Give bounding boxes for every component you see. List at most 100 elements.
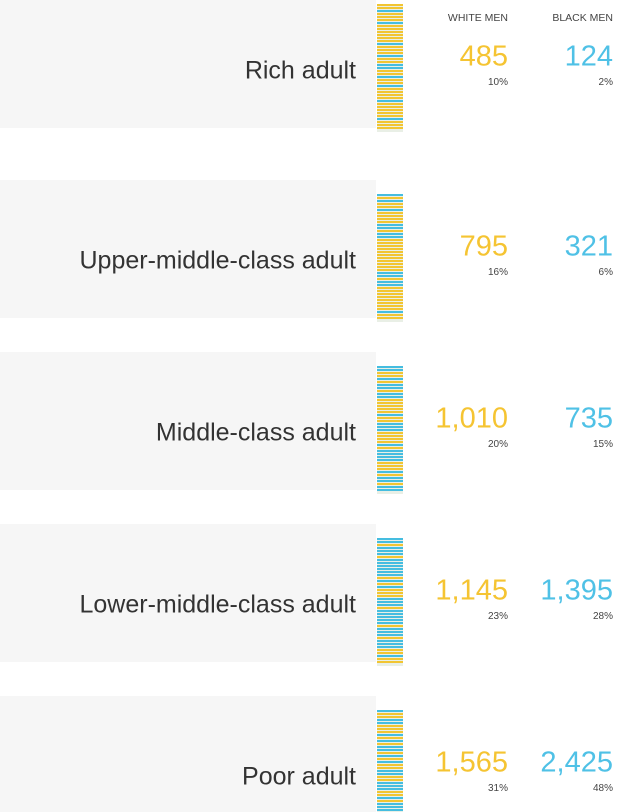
stripe <box>377 737 403 739</box>
stripe <box>377 4 403 6</box>
stripe <box>377 311 403 313</box>
stripe <box>377 710 403 712</box>
stripe <box>377 314 403 316</box>
stripe <box>377 592 403 594</box>
stripe <box>377 746 403 748</box>
stripe <box>377 474 403 476</box>
stripe <box>377 372 403 374</box>
stripe <box>377 308 403 310</box>
stripe <box>377 619 403 621</box>
stripe <box>377 722 403 724</box>
stripe <box>377 465 403 467</box>
stripe <box>377 34 403 36</box>
stripe <box>377 242 403 244</box>
stripe <box>377 46 403 48</box>
white-percent: 16% <box>487 267 508 278</box>
stripe <box>377 40 403 42</box>
stripe <box>377 317 403 319</box>
stripe <box>377 429 403 431</box>
stripe <box>377 221 403 223</box>
stripe <box>377 293 403 295</box>
stripe <box>377 97 403 99</box>
stripe <box>377 248 403 250</box>
stripe <box>377 64 403 66</box>
stripe <box>377 767 403 769</box>
stripe <box>377 227 403 229</box>
stripe <box>377 203 403 205</box>
stripe <box>377 480 403 482</box>
stripe <box>377 375 403 377</box>
stripe <box>377 538 403 540</box>
stripe <box>377 562 403 564</box>
row-panel <box>0 696 376 812</box>
stripe <box>377 200 403 202</box>
stripe <box>377 384 403 386</box>
stripe <box>377 257 403 259</box>
stripe <box>377 236 403 238</box>
stripe <box>377 272 403 274</box>
stripe <box>377 631 403 633</box>
stripe <box>377 299 403 301</box>
stripe <box>377 806 403 808</box>
stripe <box>377 447 403 449</box>
stripe <box>377 13 403 15</box>
stripe-column <box>377 366 403 494</box>
black-percent: 15% <box>592 439 613 450</box>
stripe <box>377 803 403 805</box>
stripe <box>377 489 403 491</box>
stripe <box>377 16 403 18</box>
stripe <box>377 302 403 304</box>
stripe <box>377 758 403 760</box>
stripe <box>377 764 403 766</box>
stripe <box>377 43 403 45</box>
stripe <box>377 577 403 579</box>
stripe <box>377 661 403 663</box>
stripe <box>377 10 403 12</box>
stripe <box>377 622 403 624</box>
stripe <box>377 278 403 280</box>
stripe <box>377 281 403 283</box>
stripe <box>377 797 403 799</box>
stripe <box>377 444 403 446</box>
stripe <box>377 127 403 129</box>
stripe <box>377 483 403 485</box>
stripe <box>377 19 403 21</box>
row-label: Middle-class adult <box>155 418 356 447</box>
stripe <box>377 402 403 404</box>
stripe <box>377 743 403 745</box>
black-percent: 6% <box>598 267 613 278</box>
stripe <box>377 719 403 721</box>
stripe-column <box>377 710 403 812</box>
stripe <box>377 788 403 790</box>
stripe-column <box>377 538 403 666</box>
stripe <box>377 197 403 199</box>
stripe <box>377 100 403 102</box>
stripe <box>377 598 403 600</box>
stripe <box>377 441 403 443</box>
white-percent: 23% <box>487 611 508 622</box>
stripe <box>377 79 403 81</box>
stripe <box>377 785 403 787</box>
stripe <box>377 245 403 247</box>
stripe <box>377 266 403 268</box>
stripe <box>377 408 403 410</box>
stripe <box>377 734 403 736</box>
stripe <box>377 296 403 298</box>
stripe <box>377 212 403 214</box>
stripe <box>377 399 403 401</box>
stripe <box>377 713 403 715</box>
stripe <box>377 595 403 597</box>
stripe <box>377 7 403 9</box>
stripe <box>377 70 403 72</box>
stripe <box>377 725 403 727</box>
row-label: Lower-middle-class adult <box>79 590 356 619</box>
black-percent: 48% <box>592 783 613 794</box>
stripe <box>377 106 403 108</box>
stripe <box>377 381 403 383</box>
stripe <box>377 67 403 69</box>
stripe <box>377 218 403 220</box>
stripe <box>377 215 403 217</box>
stripe <box>377 749 403 751</box>
stripe <box>377 206 403 208</box>
